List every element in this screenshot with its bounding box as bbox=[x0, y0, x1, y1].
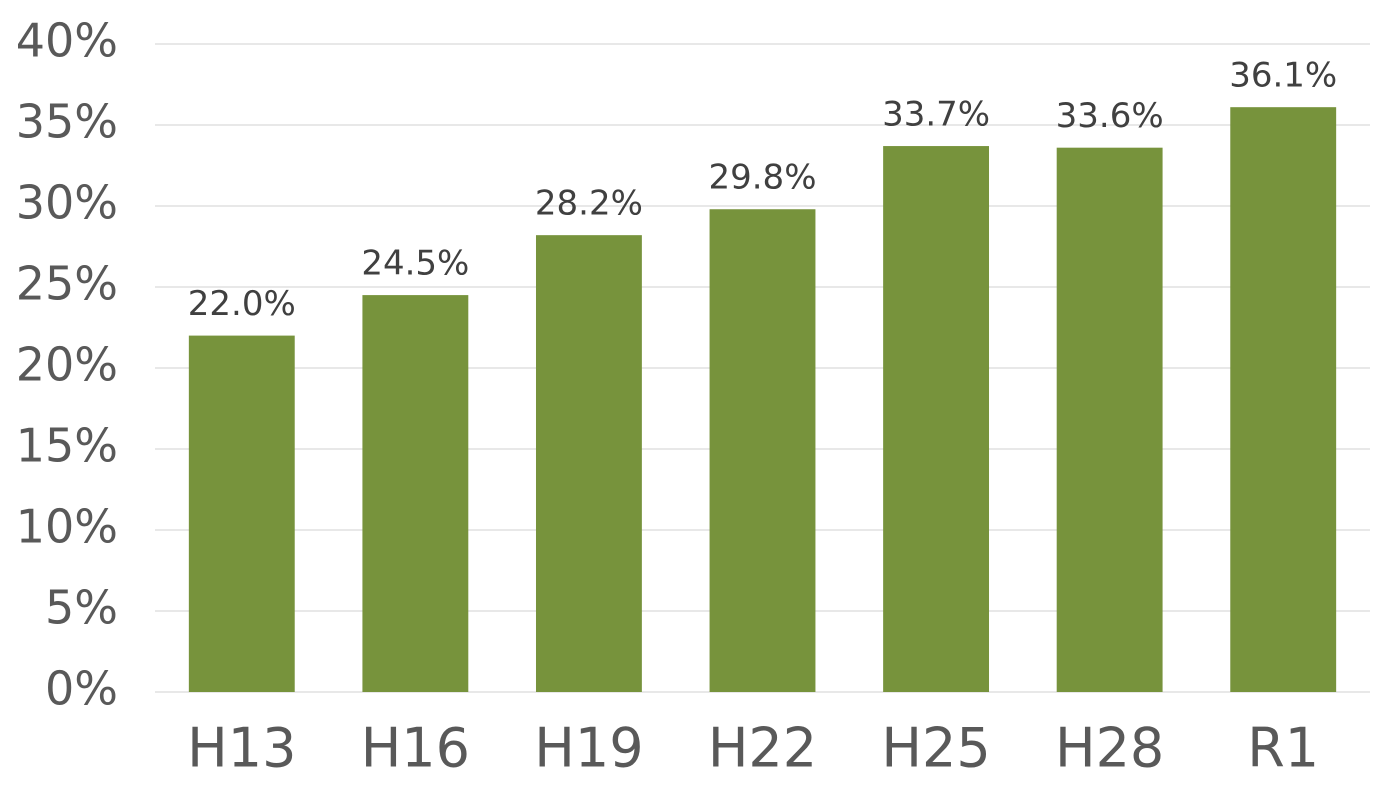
x-tick-label: H25 bbox=[881, 717, 990, 780]
bar bbox=[362, 295, 469, 692]
x-tick-label: H19 bbox=[534, 717, 643, 780]
value-label: 22.0% bbox=[188, 284, 296, 324]
bar bbox=[188, 335, 295, 692]
x-tick-label: H28 bbox=[1055, 717, 1164, 780]
x-tick-label: R1 bbox=[1247, 717, 1319, 780]
y-tick-label: 15% bbox=[16, 419, 118, 473]
value-label: 33.7% bbox=[882, 95, 990, 135]
y-tick-label: 30% bbox=[16, 176, 118, 230]
bar bbox=[535, 235, 642, 692]
y-tick-label: 35% bbox=[16, 95, 118, 149]
value-label: 28.2% bbox=[535, 184, 643, 224]
bar bbox=[1056, 147, 1163, 692]
y-tick-label: 10% bbox=[16, 500, 118, 554]
value-label: 36.1% bbox=[1229, 56, 1337, 96]
bar bbox=[1230, 107, 1337, 693]
value-label: 24.5% bbox=[361, 244, 469, 284]
x-tick-label: H16 bbox=[361, 717, 470, 780]
y-tick-label: 40% bbox=[16, 14, 118, 68]
value-label: 29.8% bbox=[708, 158, 816, 198]
y-tick-label: 5% bbox=[45, 581, 118, 635]
bar bbox=[883, 146, 990, 692]
bar bbox=[709, 209, 816, 693]
x-tick-label: H13 bbox=[187, 717, 296, 780]
y-tick-label: 20% bbox=[16, 338, 118, 392]
value-label: 33.6% bbox=[1056, 96, 1164, 136]
x-tick-label: H22 bbox=[708, 717, 817, 780]
y-tick-label: 25% bbox=[16, 257, 118, 311]
y-tick-label: 0% bbox=[45, 662, 118, 716]
